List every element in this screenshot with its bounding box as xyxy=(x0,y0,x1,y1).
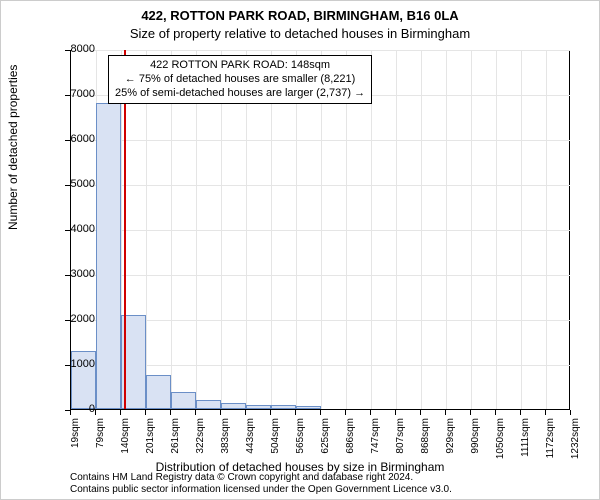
y-tick-label: 2000 xyxy=(55,313,95,325)
x-tick-label: 504sqm xyxy=(270,418,281,468)
x-tick-label: 807sqm xyxy=(395,418,406,468)
y-tick-mark xyxy=(65,140,70,141)
x-tick-label: 443sqm xyxy=(245,418,256,468)
x-tick-mark xyxy=(70,410,71,415)
annotation-box: 422 ROTTON PARK ROAD: 148sqm ← 75% of de… xyxy=(108,55,372,104)
x-tick-label: 929sqm xyxy=(445,418,456,468)
x-tick-mark xyxy=(520,410,521,415)
x-tick-label: 747sqm xyxy=(370,418,381,468)
y-tick-label: 8000 xyxy=(55,43,95,55)
histogram-bar xyxy=(271,405,296,409)
x-tick-label: 383sqm xyxy=(220,418,231,468)
annotation-line1: 422 ROTTON PARK ROAD: 148sqm xyxy=(115,59,365,73)
x-tick-mark xyxy=(170,410,171,415)
x-tick-mark xyxy=(220,410,221,415)
y-tick-mark xyxy=(65,95,70,96)
y-tick-label: 3000 xyxy=(55,268,95,280)
footer-line2: Contains public sector information licen… xyxy=(70,484,452,496)
x-tick-mark xyxy=(495,410,496,415)
x-tick-label: 19sqm xyxy=(70,418,81,468)
gridline-v xyxy=(471,50,472,409)
y-tick-label: 1000 xyxy=(55,358,95,370)
y-tick-label: 4000 xyxy=(55,223,95,235)
x-tick-label: 990sqm xyxy=(470,418,481,468)
y-tick-mark xyxy=(65,365,70,366)
gridline-v xyxy=(496,50,497,409)
x-tick-mark xyxy=(245,410,246,415)
y-tick-label: 6000 xyxy=(55,133,95,145)
y-tick-mark xyxy=(65,185,70,186)
x-tick-label: 201sqm xyxy=(145,418,156,468)
x-tick-label: 625sqm xyxy=(320,418,331,468)
histogram-bar xyxy=(246,405,271,410)
y-tick-mark xyxy=(65,230,70,231)
x-tick-mark xyxy=(395,410,396,415)
y-tick-mark xyxy=(65,275,70,276)
y-tick-label: 7000 xyxy=(55,88,95,100)
x-tick-mark xyxy=(295,410,296,415)
x-tick-mark xyxy=(545,410,546,415)
x-tick-label: 1172sqm xyxy=(545,418,556,468)
x-tick-mark xyxy=(95,410,96,415)
histogram-bar xyxy=(146,375,171,409)
x-tick-mark xyxy=(320,410,321,415)
gridline-v xyxy=(446,50,447,409)
x-tick-mark xyxy=(120,410,121,415)
y-tick-label: 5000 xyxy=(55,178,95,190)
y-tick-mark xyxy=(65,50,70,51)
y-tick-mark xyxy=(65,320,70,321)
x-tick-label: 261sqm xyxy=(170,418,181,468)
x-tick-label: 322sqm xyxy=(195,418,206,468)
histogram-bar xyxy=(171,392,196,409)
x-tick-mark xyxy=(570,410,571,415)
x-tick-mark xyxy=(270,410,271,415)
gridline-v xyxy=(396,50,397,409)
x-tick-mark xyxy=(145,410,146,415)
x-tick-label: 1111sqm xyxy=(520,418,531,468)
y-axis-label: Number of detached properties xyxy=(6,65,20,230)
histogram-bar xyxy=(221,403,246,409)
y-tick-label: 0 xyxy=(55,403,95,415)
chart-title-main: 422, ROTTON PARK ROAD, BIRMINGHAM, B16 0… xyxy=(0,8,600,23)
x-tick-label: 868sqm xyxy=(420,418,431,468)
gridline-v xyxy=(521,50,522,409)
x-tick-label: 686sqm xyxy=(345,418,356,468)
gridline-v xyxy=(546,50,547,409)
x-tick-label: 1050sqm xyxy=(495,418,506,468)
x-tick-mark xyxy=(470,410,471,415)
chart-title-sub: Size of property relative to detached ho… xyxy=(0,26,600,41)
x-tick-label: 1232sqm xyxy=(570,418,581,468)
gridline-v xyxy=(421,50,422,409)
footer-attribution: Contains HM Land Registry data © Crown c… xyxy=(70,472,452,496)
histogram-bar xyxy=(196,400,221,409)
x-tick-mark xyxy=(420,410,421,415)
annotation-line2: ← 75% of detached houses are smaller (8,… xyxy=(115,73,365,87)
histogram-bar xyxy=(96,103,121,409)
x-tick-mark xyxy=(370,410,371,415)
x-tick-label: 140sqm xyxy=(120,418,131,468)
x-tick-label: 79sqm xyxy=(95,418,106,468)
x-tick-label: 565sqm xyxy=(295,418,306,468)
x-tick-mark xyxy=(345,410,346,415)
x-tick-mark xyxy=(445,410,446,415)
histogram-bar xyxy=(296,406,321,409)
annotation-line3: 25% of semi-detached houses are larger (… xyxy=(115,87,365,101)
x-tick-mark xyxy=(195,410,196,415)
footer-line1: Contains HM Land Registry data © Crown c… xyxy=(70,472,452,484)
